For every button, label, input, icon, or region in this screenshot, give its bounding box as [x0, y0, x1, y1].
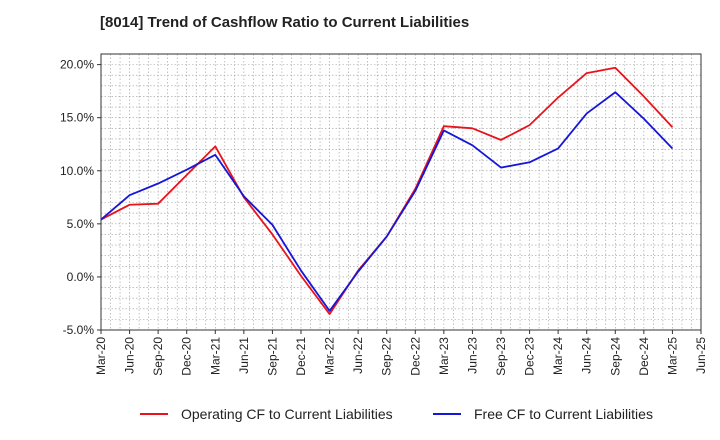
- x-tick-label: Jun-23: [465, 337, 479, 374]
- x-tick-label: Dec-23: [523, 337, 537, 376]
- x-tick-label: Dec-22: [408, 337, 422, 376]
- x-tick-label: Sep-20: [151, 337, 165, 376]
- y-tick-label: 20.0%: [60, 58, 94, 72]
- x-tick-label: Mar-25: [665, 337, 679, 375]
- x-tick-label: Sep-21: [265, 337, 279, 376]
- x-tick-label: Sep-23: [494, 337, 508, 376]
- x-tick-label: Dec-20: [180, 337, 194, 376]
- legend-label-operating-cf: Operating CF to Current Liabilities: [181, 406, 393, 422]
- legend-label-free-cf: Free CF to Current Liabilities: [474, 406, 653, 422]
- x-tick-label: Mar-23: [437, 337, 451, 375]
- series-lines: [100, 66, 674, 315]
- x-tick-label: Jun-21: [237, 337, 251, 374]
- x-tick-label: Mar-20: [94, 337, 108, 375]
- x-tick-label: Sep-22: [380, 337, 394, 376]
- y-tick-label: 0.0%: [67, 270, 95, 284]
- x-axis-ticks: Mar-20 Jun-20 Sep-20 Dec-20 Mar-21 Jun-21 Sep-…: [94, 330, 708, 376]
- x-tick-label: Sep-24: [608, 337, 622, 376]
- y-tick-label: 5.0%: [67, 217, 95, 231]
- free-cf-series-line: [100, 91, 674, 312]
- y-axis-ticks: 20.0% 15.0% 10.0% 5.0% 0.0% -5.0%: [60, 58, 101, 337]
- x-tick-label: Jun-24: [580, 337, 594, 374]
- y-tick-label: 15.0%: [60, 111, 94, 125]
- legend: Operating CF to Current Liabilities Free …: [140, 406, 653, 422]
- y-tick-label: -5.0%: [63, 323, 95, 337]
- x-tick-label: Dec-24: [637, 337, 651, 376]
- x-tick-label: Mar-24: [551, 337, 565, 375]
- chart-title: [8014] Trend of Cashflow Ratio to Curren…: [100, 14, 470, 31]
- x-tick-label: Jun-22: [351, 337, 365, 374]
- x-tick-label: Mar-21: [208, 337, 222, 375]
- plot-area-border: [100, 53, 702, 331]
- x-tick-label: Mar-22: [323, 337, 337, 375]
- plot-frame: [100, 53, 702, 331]
- x-tick-label: Jun-20: [123, 337, 137, 374]
- x-tick-label: Dec-21: [294, 337, 308, 376]
- y-tick-label: 10.0%: [60, 164, 94, 178]
- x-tick-label: Jun-25: [694, 337, 708, 374]
